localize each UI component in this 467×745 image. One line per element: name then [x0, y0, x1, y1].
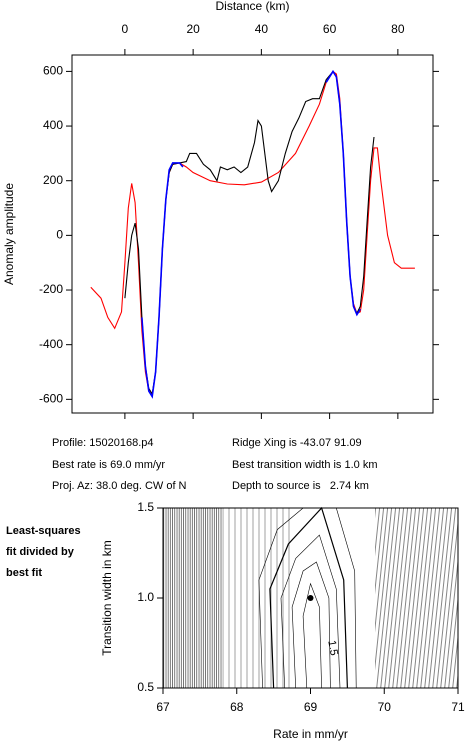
- x-tick-label: 80: [391, 22, 405, 36]
- x-axis-label: Distance (km): [215, 0, 289, 13]
- y-axis-label: Anomaly amplitude: [2, 183, 16, 285]
- contour-line: [269, 506, 348, 689]
- side-note: Least-squares: [6, 525, 81, 537]
- y-tick-label: -600: [39, 392, 63, 406]
- x-tick-label: 20: [186, 22, 200, 36]
- y-tick-label: 0: [56, 228, 63, 242]
- x-tick-label: 68: [230, 700, 244, 714]
- side-note: fit divided by: [6, 546, 75, 558]
- contour-line: [280, 534, 341, 689]
- y-tick-label: 0.5: [137, 680, 154, 694]
- info: Best transition width is 1.0 km: [232, 459, 378, 471]
- info: Profile: 15020168.p4: [52, 437, 154, 449]
- y-tick-label: 400: [43, 118, 63, 132]
- data-line: [90, 70, 415, 397]
- contour-line: [302, 582, 322, 689]
- x-tick-label: 67: [156, 700, 170, 714]
- contour-line: [291, 561, 331, 689]
- x-tick-label: 69: [304, 700, 318, 714]
- plot-frame: [71, 54, 434, 414]
- side-note: best fit: [6, 567, 42, 579]
- contour-line: [258, 507, 304, 689]
- info: Ridge Xing is -43.07 91.09: [232, 437, 362, 449]
- info: Best rate is 69.0 mm/yr: [52, 459, 165, 471]
- data-line: [124, 70, 375, 396]
- info: Proj. Az: 38.0 deg. CW of N: [52, 480, 187, 492]
- x-axis-label: Rate in mm/yr: [273, 727, 348, 741]
- contour-label: 1.5: [325, 639, 339, 656]
- x-tick-label: 40: [255, 22, 269, 36]
- x-tick-label: 0: [122, 22, 129, 36]
- x-tick-label: 70: [378, 700, 392, 714]
- data-line: [141, 69, 361, 399]
- info: Depth to source is 2.74 km: [232, 480, 369, 492]
- info-text: Profile: 15020168.p4 Best rate is 69.0 m…: [6, 437, 378, 579]
- x-tick-label: 60: [323, 22, 337, 36]
- contour-shading: [163, 508, 458, 688]
- contour-line: [336, 507, 357, 689]
- y-tick-label: -400: [39, 337, 63, 351]
- y-tick-label: -200: [39, 282, 63, 296]
- y-tick-label: 1.5: [137, 500, 154, 514]
- y-tick-label: 600: [43, 64, 63, 78]
- y-tick-label: 200: [43, 173, 63, 187]
- y-tick-label: 1.0: [137, 590, 154, 604]
- best-fit-point: [307, 595, 314, 601]
- x-tick-label: 71: [451, 700, 465, 714]
- y-axis-label: Transition width in km: [100, 540, 114, 656]
